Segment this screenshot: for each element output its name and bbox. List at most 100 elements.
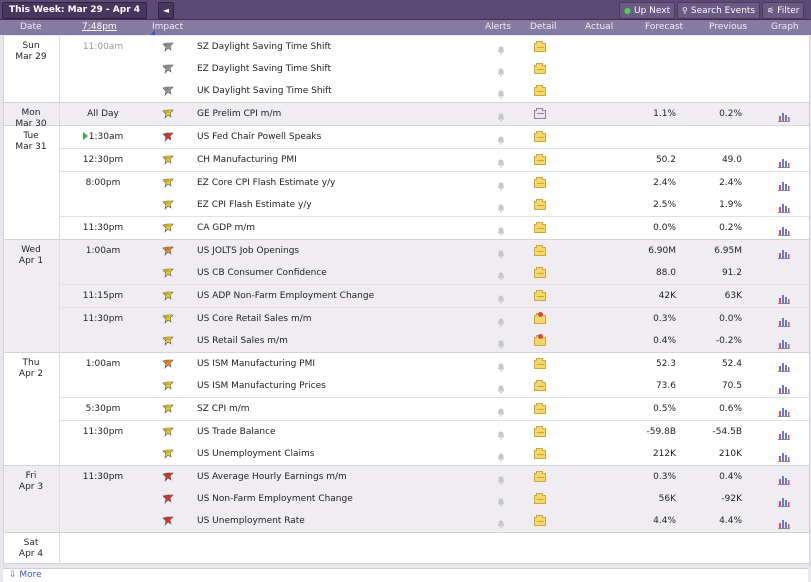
graph-chart-icon[interactable] xyxy=(778,510,790,532)
event-row[interactable]: US Retail Sales m/m 0.4% -0.2% xyxy=(60,330,809,352)
impact-low-icon[interactable] xyxy=(162,375,176,397)
event-row[interactable]: EZ Daylight Saving Time Shift xyxy=(60,58,809,80)
event-name[interactable]: US Trade Balance xyxy=(197,427,276,437)
bell-icon[interactable] xyxy=(497,262,507,284)
event-row[interactable]: US CB Consumer Confidence 88.0 91.2 xyxy=(60,262,809,284)
impact-high-icon[interactable] xyxy=(162,126,176,148)
graph-chart-icon[interactable] xyxy=(778,330,790,352)
graph-chart-icon[interactable] xyxy=(778,488,790,510)
event-row[interactable]: US Unemployment Rate 4.4% 4.4% xyxy=(60,510,809,532)
graph-chart-icon[interactable] xyxy=(778,240,790,262)
detail-folder-icon[interactable] xyxy=(534,353,548,375)
impact-low-icon[interactable] xyxy=(162,149,176,171)
bell-icon[interactable] xyxy=(497,285,507,307)
event-row[interactable]: US Non-Farm Employment Change 56K -92K xyxy=(60,488,809,510)
week-selector-button[interactable]: This Week: Mar 29 - Apr 4 xyxy=(2,2,148,19)
detail-folder-icon[interactable] xyxy=(534,488,548,510)
event-row[interactable]: 11:30pm US Average Hourly Earnings m/m 0.3… xyxy=(60,466,809,488)
bell-icon[interactable] xyxy=(497,103,507,125)
bell-icon[interactable] xyxy=(497,421,507,443)
graph-chart-icon[interactable] xyxy=(778,398,790,420)
event-name[interactable]: US ISM Manufacturing Prices xyxy=(197,381,326,391)
current-time-link[interactable]: 7:48pm xyxy=(82,22,117,32)
bell-icon[interactable] xyxy=(497,194,507,216)
detail-folder-icon[interactable] xyxy=(534,36,548,58)
detail-folder-icon[interactable] xyxy=(534,240,548,262)
event-row[interactable]: 11:00am SZ Daylight Saving Time Shift xyxy=(60,36,809,58)
detail-folder-icon[interactable] xyxy=(534,308,548,330)
detail-folder-icon[interactable] xyxy=(534,330,548,352)
impact-medium-icon[interactable] xyxy=(162,353,176,375)
graph-chart-icon[interactable] xyxy=(778,308,790,330)
detail-folder-icon[interactable] xyxy=(534,375,548,397)
impact-low-icon[interactable] xyxy=(162,172,176,194)
bell-icon[interactable] xyxy=(497,398,507,420)
graph-chart-icon[interactable] xyxy=(778,172,790,194)
graph-chart-icon[interactable] xyxy=(778,285,790,307)
detail-folder-icon[interactable] xyxy=(534,466,548,488)
detail-folder-icon[interactable] xyxy=(534,285,548,307)
event-name[interactable]: US JOLTS Job Openings xyxy=(197,246,300,256)
event-name[interactable]: CA GDP m/m xyxy=(197,223,256,233)
graph-chart-icon[interactable] xyxy=(778,103,790,125)
bell-icon[interactable] xyxy=(497,353,507,375)
event-row[interactable]: 1:00am US JOLTS Job Openings 6.90M 6.95M xyxy=(60,240,809,262)
event-row[interactable]: 11:30pm US Trade Balance -59.8B -54.5B xyxy=(60,421,809,443)
bell-icon[interactable] xyxy=(497,510,507,532)
graph-chart-icon[interactable] xyxy=(778,353,790,375)
graph-chart-icon[interactable] xyxy=(778,217,790,239)
event-row[interactable]: 8:00pm EZ Core CPI Flash Estimate y/y 2.4%… xyxy=(60,172,809,194)
impact-low-icon[interactable] xyxy=(162,194,176,216)
detail-folder-icon[interactable] xyxy=(534,103,548,125)
detail-folder-icon[interactable] xyxy=(534,510,548,532)
bell-icon[interactable] xyxy=(497,126,507,148)
detail-folder-icon[interactable] xyxy=(534,194,548,216)
prev-week-button[interactable]: ◄ xyxy=(158,2,174,19)
event-name[interactable]: CH Manufacturing PMI xyxy=(197,155,297,165)
bell-icon[interactable] xyxy=(497,443,507,465)
detail-folder-icon[interactable] xyxy=(534,126,548,148)
detail-folder-icon[interactable] xyxy=(534,58,548,80)
bell-icon[interactable] xyxy=(497,217,507,239)
impact-none-icon[interactable] xyxy=(162,58,176,80)
event-name[interactable]: US ADP Non-Farm Employment Change xyxy=(197,291,375,301)
detail-folder-icon[interactable] xyxy=(534,149,548,171)
graph-chart-icon[interactable] xyxy=(778,443,790,465)
detail-folder-icon[interactable] xyxy=(534,80,548,102)
impact-low-icon[interactable] xyxy=(162,285,176,307)
bell-icon[interactable] xyxy=(497,172,507,194)
event-row[interactable]: 11:30pm CA GDP m/m 0.0% 0.2% xyxy=(60,217,809,239)
impact-low-icon[interactable] xyxy=(162,330,176,352)
event-row[interactable]: 1:30am US Fed Chair Powell Speaks xyxy=(60,126,809,148)
impact-none-icon[interactable] xyxy=(162,36,176,58)
search-events-button[interactable]: ⚲ Search Events xyxy=(677,2,761,19)
detail-folder-icon[interactable] xyxy=(534,172,548,194)
detail-folder-icon[interactable] xyxy=(534,443,548,465)
impact-low-icon[interactable] xyxy=(162,217,176,239)
bell-icon[interactable] xyxy=(497,80,507,102)
event-name[interactable]: US Retail Sales m/m xyxy=(197,336,288,346)
impact-low-icon[interactable] xyxy=(162,421,176,443)
event-name[interactable]: US Fed Chair Powell Speaks xyxy=(197,132,322,142)
event-row[interactable]: 12:30pm CH Manufacturing PMI 50.2 49.0 xyxy=(60,149,809,171)
bell-icon[interactable] xyxy=(497,308,507,330)
event-name[interactable]: EZ CPI Flash Estimate y/y xyxy=(197,200,312,210)
event-name[interactable]: US Average Hourly Earnings m/m xyxy=(197,472,347,482)
event-row[interactable]: US Unemployment Claims 212K 210K xyxy=(60,443,809,465)
graph-chart-icon[interactable] xyxy=(778,466,790,488)
bell-icon[interactable] xyxy=(497,488,507,510)
graph-chart-icon[interactable] xyxy=(778,149,790,171)
impact-none-icon[interactable] xyxy=(162,80,176,102)
graph-chart-icon[interactable] xyxy=(778,194,790,216)
detail-folder-icon[interactable] xyxy=(534,217,548,239)
detail-folder-icon[interactable] xyxy=(534,398,548,420)
event-name[interactable]: US Unemployment Rate xyxy=(197,516,305,526)
bell-icon[interactable] xyxy=(497,36,507,58)
impact-medium-icon[interactable] xyxy=(162,240,176,262)
event-row[interactable]: 1:00am US ISM Manufacturing PMI 52.3 52.4 xyxy=(60,353,809,375)
event-name[interactable]: US Non-Farm Employment Change xyxy=(197,494,353,504)
impact-high-icon[interactable] xyxy=(162,510,176,532)
event-name[interactable]: GE Prelim CPI m/m xyxy=(197,109,282,119)
impact-low-icon[interactable] xyxy=(162,308,176,330)
impact-high-icon[interactable] xyxy=(162,488,176,510)
